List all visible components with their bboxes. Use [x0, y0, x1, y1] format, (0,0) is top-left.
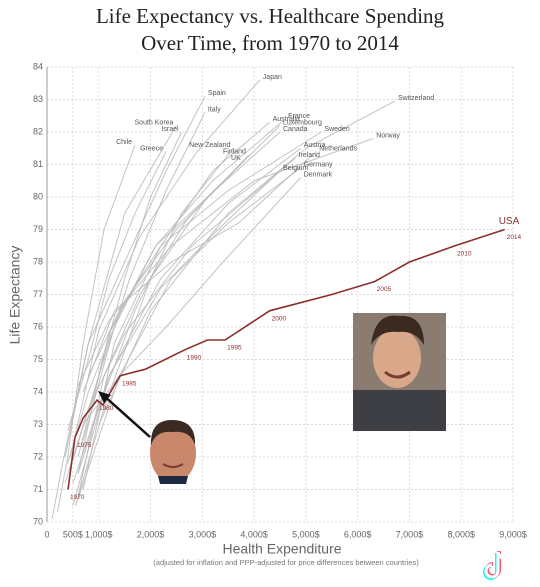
y-tick-label: 84 — [33, 61, 43, 71]
x-tick-label: 9,000$ — [499, 529, 527, 539]
country-label: Greece — [140, 145, 163, 152]
country-line — [82, 131, 281, 441]
year-label: 1985 — [122, 380, 137, 387]
country-label: Australia — [273, 116, 300, 123]
year-label: 1990 — [187, 354, 202, 361]
country-label: Norway — [376, 132, 400, 139]
country-label: Netherlands — [319, 145, 357, 152]
country-line — [67, 151, 167, 432]
country-label: Chile — [116, 139, 132, 146]
country-label: Finland — [223, 149, 246, 156]
x-tick-label: 6,000$ — [344, 529, 372, 539]
chart-subtitle: Over Time, from 1970 to 2014 — [141, 31, 399, 55]
year-label: 2014 — [507, 234, 522, 241]
x-tick-label: 2,000$ — [137, 529, 165, 539]
x-tick-label: 7,000$ — [396, 529, 424, 539]
year-label: 2005 — [377, 286, 392, 293]
man-photo — [353, 313, 446, 431]
country-label: Italy — [208, 106, 221, 113]
country-label: Sweden — [324, 126, 349, 133]
y-tick-label: 77 — [33, 289, 43, 299]
country-label: Israel — [161, 126, 179, 133]
country-label: Germany — [304, 162, 333, 169]
country-label: Luxembourg — [283, 119, 322, 126]
x-tick-label: 3,000$ — [189, 529, 217, 539]
x-tick-label: 500$ — [63, 529, 83, 539]
country-line — [51, 125, 177, 519]
x-axis-note: (adjusted for inflation and PPP-adjusted… — [153, 558, 419, 567]
y-tick-label: 79 — [33, 224, 43, 234]
country-label: Belgium — [283, 165, 308, 172]
country-line — [82, 177, 302, 425]
y-tick-label: 80 — [33, 191, 43, 201]
country-line — [67, 160, 245, 464]
y-tick-label: 81 — [33, 159, 43, 169]
country-line — [64, 157, 296, 484]
year-label: 1975 — [77, 442, 92, 449]
y-tick-label: 70 — [33, 516, 43, 526]
y-tick-label: 83 — [33, 94, 43, 104]
chart-title: Life Expectancy vs. Healthcare Spending — [96, 4, 445, 28]
y-tick-label: 72 — [33, 451, 43, 461]
country-label: New Zealand — [189, 142, 230, 149]
country-label: Switzerland — [398, 95, 434, 102]
year-label: 1980 — [99, 405, 114, 412]
country-label: UK — [231, 155, 241, 162]
country-line — [77, 138, 374, 386]
country-label: Spain — [208, 90, 226, 97]
arrow — [98, 391, 151, 438]
x-tick-label: 0 — [44, 529, 49, 539]
country-label: Canada — [283, 126, 308, 133]
country-label: USA — [499, 216, 520, 227]
y-tick-label: 71 — [33, 484, 43, 494]
year-label: 2000 — [272, 315, 287, 322]
y-tick-label: 73 — [33, 419, 43, 429]
reagan-photo — [150, 420, 196, 484]
x-tick-label: 8,000$ — [447, 529, 475, 539]
country-label: France — [288, 113, 310, 120]
y-tick-label: 82 — [33, 126, 43, 136]
country-label: Austria — [304, 142, 326, 149]
y-tick-label: 78 — [33, 256, 43, 266]
x-axis-title: Health Expenditure — [222, 541, 341, 557]
year-label: 1970 — [70, 494, 85, 501]
country-label: Ireland — [299, 152, 321, 159]
country-line — [87, 131, 322, 377]
x-tick-label: 5,000$ — [292, 529, 320, 539]
country-line — [67, 228, 505, 490]
country-line — [69, 79, 261, 458]
x-tick-label: 1,000$ — [85, 529, 113, 539]
plot-area: 70 71 72 73 74 75 76 77 78 79 80 81 82 83 84 0 500$ 1,000… — [33, 61, 527, 539]
y-axis-title: Life Expectancy — [7, 246, 23, 345]
year-label: 1995 — [227, 345, 242, 352]
y-tick-label: 75 — [33, 354, 43, 364]
country-label: Denmark — [304, 171, 333, 178]
country-label: South Korea — [135, 119, 174, 126]
y-tick-label: 76 — [33, 321, 43, 331]
country-line — [72, 170, 281, 484]
x-tick-label: 4,000$ — [240, 529, 268, 539]
country-line — [82, 151, 317, 393]
country-label: Japan — [263, 74, 282, 81]
country-line — [72, 147, 302, 506]
year-label: 2010 — [457, 250, 472, 257]
country-line — [56, 144, 136, 513]
country-line — [64, 96, 206, 458]
tiktok-logo — [483, 551, 508, 580]
y-tick-label: 74 — [33, 386, 43, 396]
country-line — [77, 167, 302, 500]
